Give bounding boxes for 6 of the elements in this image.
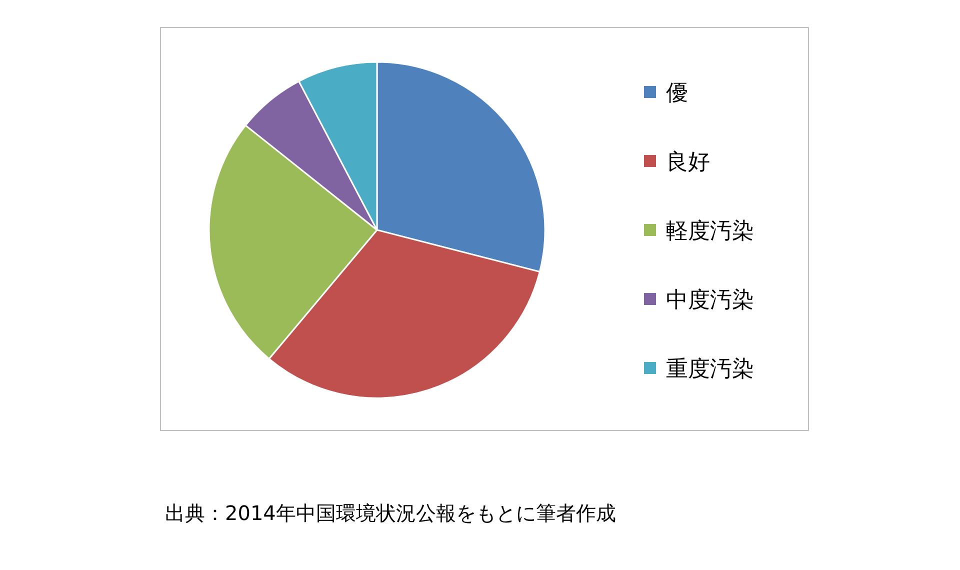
legend-label: 重度汚染 <box>666 357 754 382</box>
legend-label: 中度汚染 <box>666 288 754 313</box>
legend-label: 軽度汚染 <box>666 219 754 244</box>
legend-label: 優 <box>666 81 688 106</box>
legend-label: 良好 <box>666 150 710 175</box>
source-note: 出典：2014年中国環境状況公報をもとに筆者作成 <box>165 501 616 525</box>
